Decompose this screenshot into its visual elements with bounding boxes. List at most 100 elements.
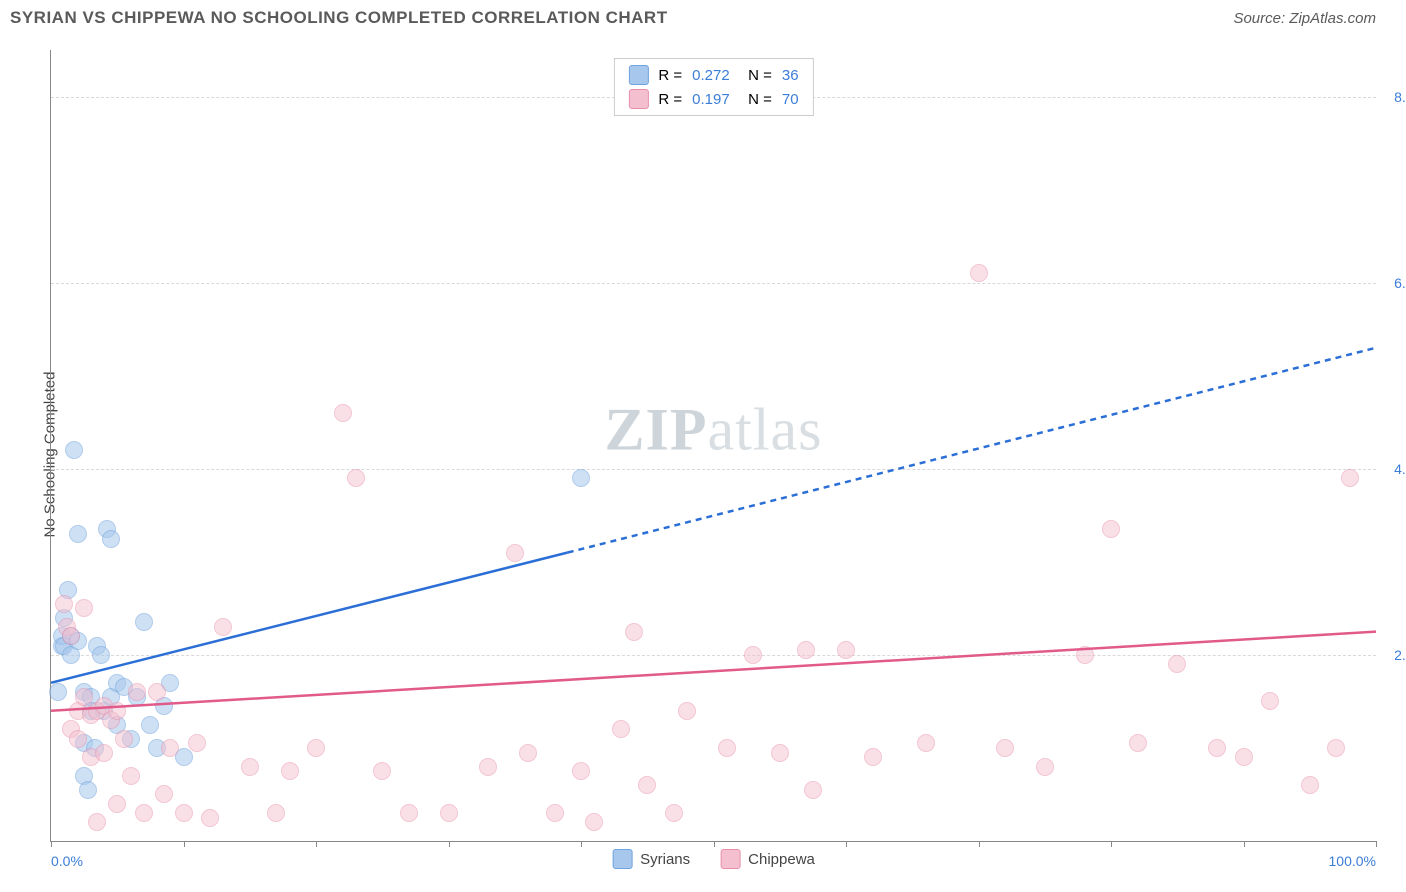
data-point — [281, 762, 299, 780]
gridline — [51, 283, 1376, 284]
data-point — [62, 627, 80, 645]
data-point — [400, 804, 418, 822]
series-legend: Syrians Chippewa — [612, 849, 815, 869]
data-point — [92, 646, 110, 664]
r-label: R = — [658, 67, 682, 84]
data-point — [1301, 776, 1319, 794]
series-name-chippewa: Chippewa — [748, 851, 815, 868]
data-point — [102, 530, 120, 548]
trend-lines — [51, 50, 1376, 841]
data-point — [95, 744, 113, 762]
data-point — [65, 441, 83, 459]
data-point — [108, 702, 126, 720]
y-tick-label: 8.0% — [1394, 89, 1406, 105]
data-point — [49, 683, 67, 701]
data-point — [55, 595, 73, 613]
x-tick — [1376, 841, 1377, 847]
data-point — [638, 776, 656, 794]
data-point — [115, 730, 133, 748]
data-point — [440, 804, 458, 822]
y-tick-label: 6.0% — [1394, 275, 1406, 291]
x-tick — [1111, 841, 1112, 847]
x-tick — [184, 841, 185, 847]
data-point — [1341, 469, 1359, 487]
x-tick — [714, 841, 715, 847]
r-label: R = — [658, 91, 682, 108]
data-point — [69, 730, 87, 748]
data-point — [612, 720, 630, 738]
x-tick-label: 0.0% — [51, 853, 83, 869]
data-point — [69, 525, 87, 543]
data-point — [122, 767, 140, 785]
data-point — [572, 469, 590, 487]
x-tick — [581, 841, 582, 847]
data-point — [141, 716, 159, 734]
data-point — [546, 804, 564, 822]
data-point — [771, 744, 789, 762]
data-point — [585, 813, 603, 831]
data-point — [519, 744, 537, 762]
correlation-legend: R = 0.272 N = 36 R = 0.197 N = 70 — [613, 58, 813, 116]
data-point — [161, 739, 179, 757]
data-point — [334, 404, 352, 422]
data-point — [155, 785, 173, 803]
data-point — [837, 641, 855, 659]
data-point — [1168, 655, 1186, 673]
chart-container: No Schooling Completed ZIPatlas R = 0.27… — [50, 50, 1376, 842]
series-name-syrians: Syrians — [640, 851, 690, 868]
data-point — [241, 758, 259, 776]
x-tick — [979, 841, 980, 847]
data-point — [506, 544, 524, 562]
data-point — [79, 781, 97, 799]
data-point — [864, 748, 882, 766]
x-tick — [51, 841, 52, 847]
data-point — [1261, 692, 1279, 710]
x-tick — [846, 841, 847, 847]
data-point — [175, 804, 193, 822]
source-attribution: Source: ZipAtlas.com — [1233, 10, 1376, 27]
y-tick-label: 2.0% — [1394, 647, 1406, 663]
legend-row-syrians: R = 0.272 N = 36 — [628, 63, 798, 87]
swatch-icon — [612, 849, 632, 869]
data-point — [1327, 739, 1345, 757]
data-point — [201, 809, 219, 827]
data-point — [128, 683, 146, 701]
data-point — [917, 734, 935, 752]
data-point — [135, 804, 153, 822]
n-value-chippewa: 70 — [782, 91, 799, 108]
data-point — [108, 795, 126, 813]
gridline — [51, 469, 1376, 470]
data-point — [479, 758, 497, 776]
data-point — [75, 599, 93, 617]
data-point — [148, 683, 166, 701]
r-value-chippewa: 0.197 — [692, 91, 738, 108]
x-tick — [1244, 841, 1245, 847]
data-point — [347, 469, 365, 487]
swatch-syrians — [628, 65, 648, 85]
data-point — [1036, 758, 1054, 776]
data-point — [373, 762, 391, 780]
n-value-syrians: 36 — [782, 67, 799, 84]
data-point — [307, 739, 325, 757]
swatch-chippewa — [628, 89, 648, 109]
data-point — [678, 702, 696, 720]
data-point — [1235, 748, 1253, 766]
legend-item-chippewa: Chippewa — [720, 849, 815, 869]
y-tick-label: 4.0% — [1394, 461, 1406, 477]
n-label: N = — [748, 67, 772, 84]
legend-row-chippewa: R = 0.197 N = 70 — [628, 87, 798, 111]
data-point — [572, 762, 590, 780]
legend-item-syrians: Syrians — [612, 849, 690, 869]
data-point — [1102, 520, 1120, 538]
watermark: ZIPatlas — [605, 395, 823, 464]
data-point — [744, 646, 762, 664]
data-point — [135, 613, 153, 631]
x-tick-label: 100.0% — [1329, 853, 1376, 869]
data-point — [1129, 734, 1147, 752]
n-label: N = — [748, 91, 772, 108]
data-point — [1076, 646, 1094, 664]
x-tick — [449, 841, 450, 847]
data-point — [665, 804, 683, 822]
swatch-icon — [720, 849, 740, 869]
data-point — [88, 813, 106, 831]
